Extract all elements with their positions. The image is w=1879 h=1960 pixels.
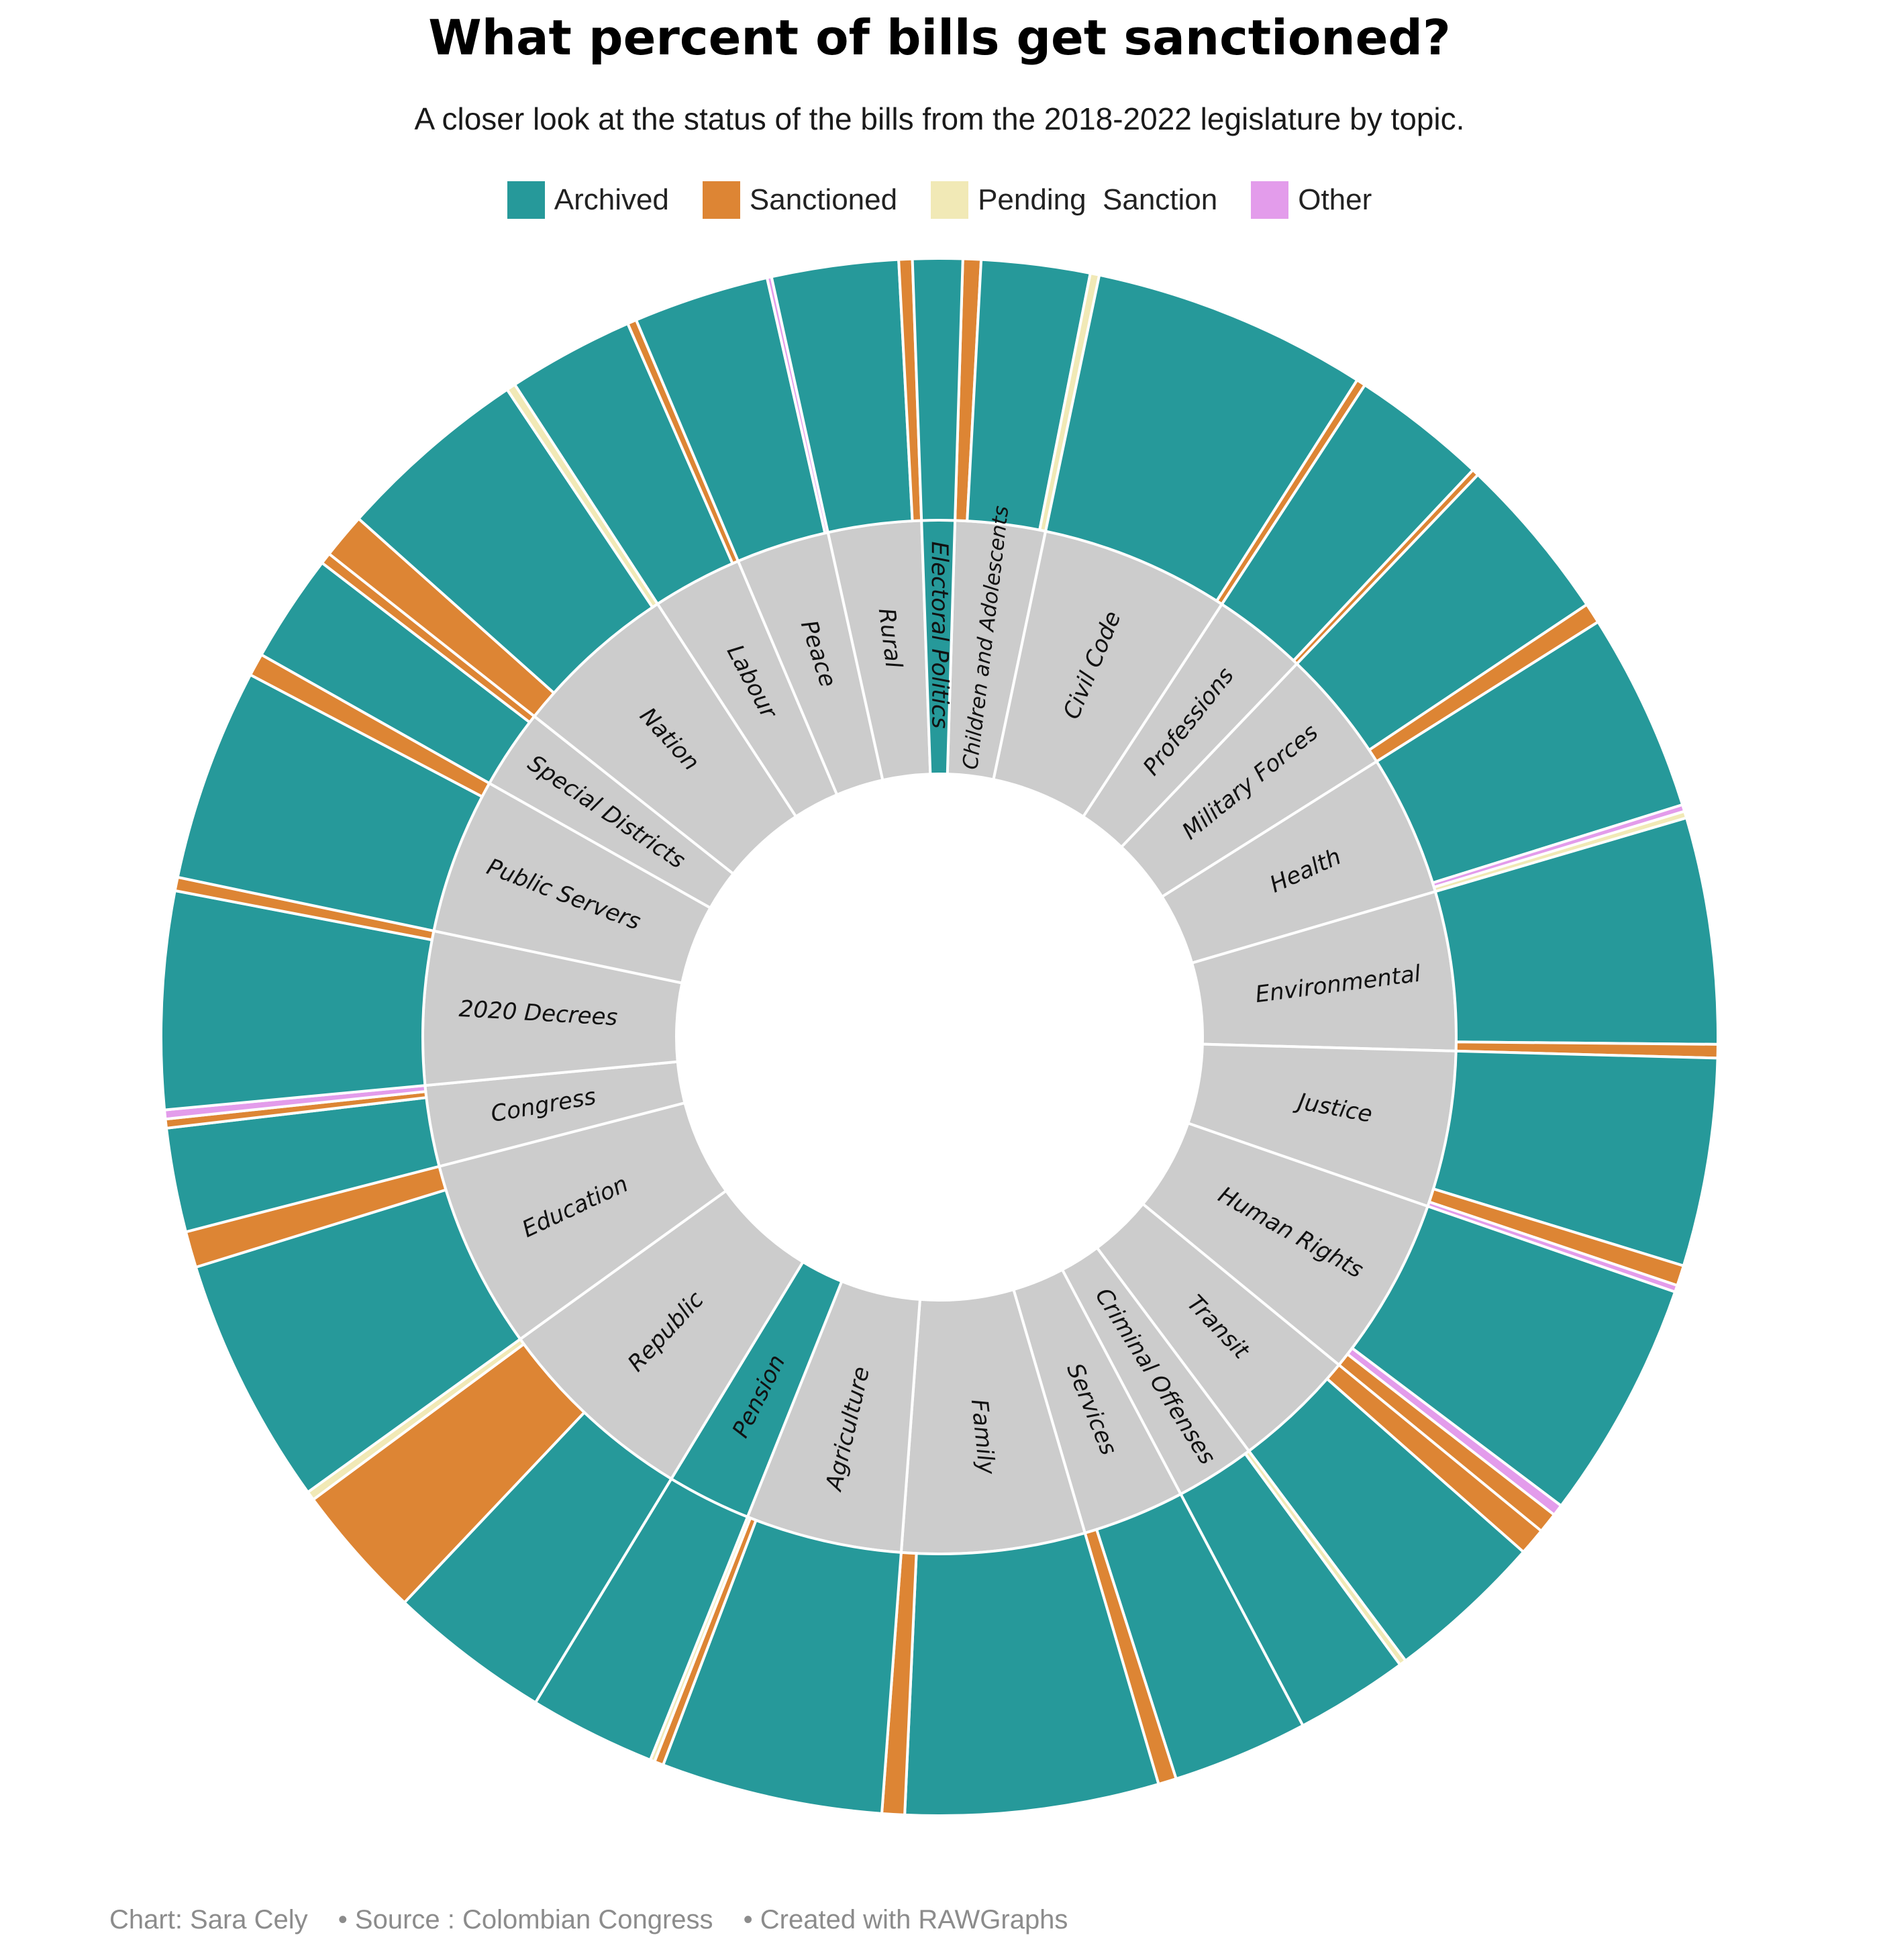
legend-item-other: Other: [1251, 181, 1372, 219]
legend-swatch-sanctioned: [702, 181, 740, 219]
legend-item-pending-sanction: Pending Sanction: [931, 181, 1217, 219]
legend-label-pending-sanction: Pending Sanction: [978, 183, 1218, 216]
topic-ring: [421, 519, 1458, 1555]
legend-item-archived: Archived: [507, 181, 669, 219]
legend-label-archived: Archived: [554, 183, 669, 216]
footer: Chart: Sara Cely • Source : Colombian Co…: [109, 1905, 1090, 1935]
chart-title: What percent of bills get sanctioned?: [428, 9, 1451, 66]
legend-swatch-other: [1251, 181, 1289, 219]
status-arc-electoral-politics-archived: [911, 257, 964, 522]
footer-author: Chart: Sara Cely: [109, 1905, 308, 1934]
footer-source: • Source : Colombian Congress: [338, 1905, 713, 1934]
legend: Archived Sanctioned Pending Sanction Oth…: [0, 179, 1879, 222]
topic-label-electoral-politics: Electoral Politics: [926, 541, 954, 728]
legend-swatch-archived: [507, 181, 545, 219]
legend-label-sanctioned: Sanctioned: [749, 183, 898, 216]
footer-tool: • Created with RAWGraphs: [743, 1905, 1068, 1934]
legend-item-sanctioned: Sanctioned: [702, 181, 898, 219]
chart-subtitle: A closer look at the status of the bills…: [414, 101, 1465, 136]
legend-swatch-pending-sanction: [931, 181, 969, 219]
status-ring: [160, 257, 1719, 1817]
legend-label-other: Other: [1298, 183, 1372, 216]
